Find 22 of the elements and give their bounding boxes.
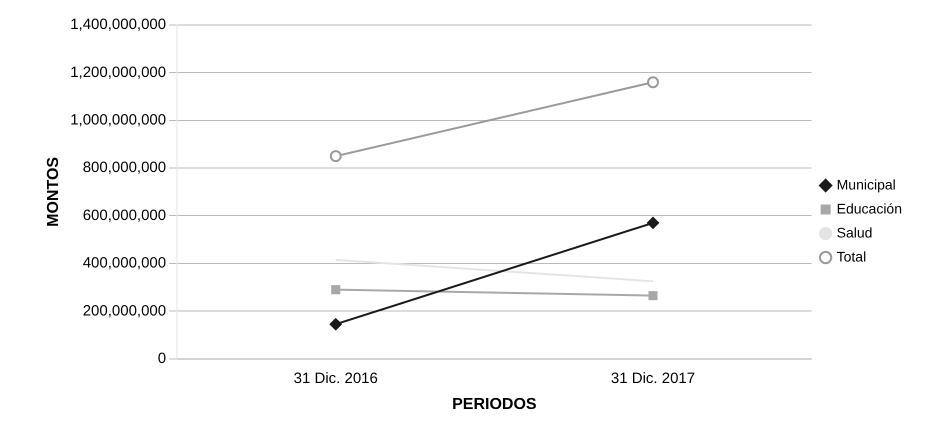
point <box>646 76 659 88</box>
y-tick-label: 400,000,000 <box>82 254 166 272</box>
point <box>331 285 340 294</box>
y-tick-label: 0 <box>158 350 166 367</box>
legend-label: Educación <box>836 200 902 216</box>
legend-label: Salud <box>836 224 872 240</box>
x-axis-title: PERIODOS <box>452 396 537 413</box>
y-tick-label: 200,000,000 <box>82 302 166 320</box>
point <box>648 291 658 300</box>
x-tick-label: 31 Dic. 2017 <box>610 370 696 387</box>
x-tick-label: 31 Dic. 2016 <box>294 370 378 387</box>
y-tick-label: 600,000,000 <box>82 206 166 224</box>
point <box>646 216 659 229</box>
y-tick-label: 1,200,000,000 <box>70 64 166 81</box>
legend-label: Municipal <box>836 176 896 192</box>
y-tick-label: 1,000,000,000 <box>70 112 166 129</box>
point <box>330 318 342 330</box>
y-axis-title: MONTOS <box>45 156 62 227</box>
y-tick-label: 800,000,000 <box>82 159 166 176</box>
legend-label: Total <box>836 248 866 264</box>
point <box>330 150 342 162</box>
y-tick-label: 1,400,000,000 <box>70 16 166 34</box>
